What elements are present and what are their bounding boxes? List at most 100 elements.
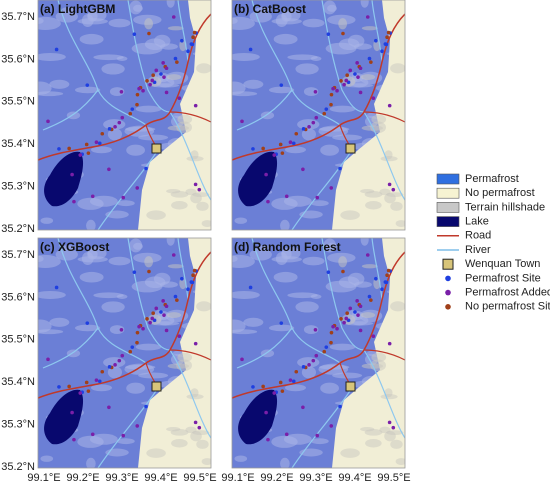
site	[175, 298, 179, 302]
river	[236, 327, 293, 369]
river	[251, 0, 341, 126]
site	[307, 125, 311, 129]
site	[355, 61, 359, 65]
hillshade	[380, 156, 398, 162]
hillshade	[323, 238, 337, 253]
site	[85, 321, 90, 325]
site	[180, 38, 184, 43]
road	[38, 251, 211, 399]
lat-label: 35.4°N	[1, 376, 35, 388]
hillshade	[280, 219, 290, 230]
lat-label: 35.6°N	[1, 53, 35, 65]
site	[288, 140, 293, 145]
river	[42, 327, 99, 369]
site	[314, 353, 319, 358]
site	[279, 321, 284, 325]
site	[148, 82, 152, 87]
site	[301, 167, 305, 172]
hillshade	[196, 301, 211, 312]
site	[84, 142, 89, 147]
river	[169, 111, 211, 201]
site	[137, 86, 141, 91]
hillshade	[325, 42, 357, 55]
hillshade	[101, 301, 125, 313]
hillshade	[135, 343, 162, 351]
site	[345, 73, 349, 78]
hillshade	[390, 201, 403, 211]
lon-label: 99.4°E	[338, 472, 371, 484]
hillshade	[38, 81, 52, 95]
hillshade	[171, 201, 188, 210]
site	[307, 363, 311, 367]
hillshade	[303, 87, 319, 97]
hillshade	[49, 79, 70, 89]
hillshade	[390, 63, 405, 74]
hillshade	[249, 10, 272, 23]
lon-label: 99.5°E	[377, 472, 410, 484]
river	[371, 0, 383, 63]
legend-item: Wenquan Town	[442, 258, 540, 270]
site	[90, 432, 95, 437]
lake	[238, 151, 278, 207]
legend-label: Permafrost	[465, 173, 519, 185]
site	[120, 353, 125, 358]
site	[358, 66, 363, 71]
site	[151, 311, 155, 316]
site	[197, 425, 202, 430]
hillshade	[338, 18, 348, 30]
hillshade	[190, 431, 202, 442]
site	[72, 437, 76, 442]
lat-label: 35.2°N	[1, 461, 35, 473]
hillshade	[79, 33, 104, 45]
site	[189, 42, 194, 46]
hillshade	[232, 16, 255, 31]
site	[70, 410, 74, 415]
site	[164, 66, 169, 71]
site	[338, 404, 342, 409]
hillshade	[87, 11, 98, 22]
hillshade	[310, 438, 329, 445]
site	[313, 327, 318, 332]
site	[128, 111, 133, 116]
hillshade	[38, 319, 52, 333]
panel-frame	[231, 0, 406, 231]
hillshade	[49, 317, 70, 327]
hillshade	[146, 210, 166, 220]
site	[173, 294, 178, 299]
site	[311, 120, 316, 125]
lat-label: 35.2°N	[1, 223, 35, 235]
legend-label: Lake	[465, 216, 489, 228]
lat-label: 35.7°N	[1, 11, 35, 23]
map-panel: (c) XGBoost	[37, 237, 212, 469]
site	[240, 119, 244, 124]
site	[197, 187, 202, 192]
site	[371, 334, 376, 339]
site	[301, 365, 306, 369]
lat-label: 35.7°N	[1, 249, 35, 261]
site	[355, 299, 359, 303]
site	[284, 194, 289, 199]
town	[345, 381, 356, 392]
hillshade	[40, 455, 54, 462]
site	[130, 345, 135, 349]
hillshade	[166, 0, 175, 8]
legend-item: Lake	[436, 216, 489, 228]
site	[380, 49, 384, 53]
site	[291, 141, 296, 146]
site	[128, 349, 133, 354]
hillshade	[166, 238, 175, 246]
panel-frame	[37, 0, 212, 231]
map-panel: (a) LightGBM	[37, 0, 212, 231]
site	[391, 425, 396, 430]
site	[391, 187, 396, 192]
hillshade	[61, 7, 76, 12]
site	[356, 313, 360, 317]
hillshade	[284, 384, 306, 392]
hillshade	[38, 290, 66, 299]
site	[46, 119, 50, 124]
hillshade	[295, 301, 319, 313]
hillshade	[390, 439, 403, 449]
map-body	[38, 0, 211, 230]
hillshade	[310, 200, 329, 207]
